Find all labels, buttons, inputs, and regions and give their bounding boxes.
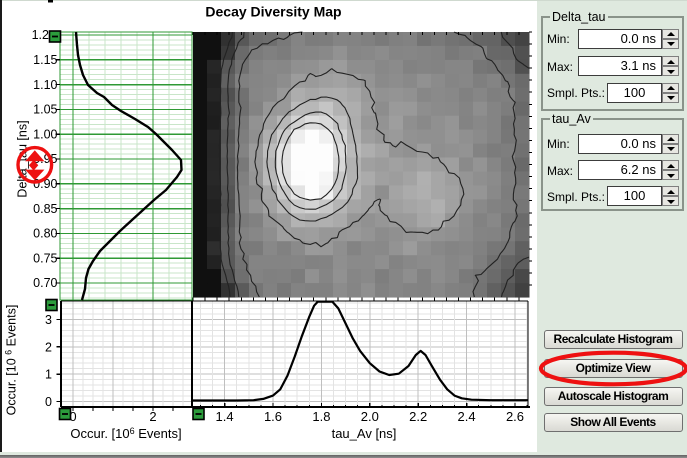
svg-text:2.2: 2.2 bbox=[409, 409, 427, 424]
svg-text:1.2: 1.2 bbox=[32, 28, 49, 42]
svg-text:1.4: 1.4 bbox=[216, 409, 234, 424]
svg-text:3: 3 bbox=[45, 313, 52, 327]
svg-text:1.00: 1.00 bbox=[33, 127, 57, 141]
svg-text:Occur. [106 Events]: Occur. [106 Events] bbox=[70, 426, 181, 441]
svg-text:0: 0 bbox=[45, 395, 52, 409]
svg-text:2.6: 2.6 bbox=[506, 409, 524, 424]
svg-text:tau_Av [ns]: tau_Av [ns] bbox=[332, 426, 397, 441]
svg-text:2: 2 bbox=[45, 340, 52, 354]
svg-text:1: 1 bbox=[45, 368, 52, 382]
svg-text:0.85: 0.85 bbox=[33, 202, 57, 216]
svg-text:1.15: 1.15 bbox=[33, 53, 57, 67]
svg-text:Decay Diversity Map: Decay Diversity Map bbox=[205, 4, 341, 20]
svg-text:1.6: 1.6 bbox=[264, 409, 282, 424]
svg-text:2: 2 bbox=[149, 409, 156, 424]
svg-text:0: 0 bbox=[69, 409, 76, 424]
svg-text:1.8: 1.8 bbox=[312, 409, 330, 424]
svg-text:2.0: 2.0 bbox=[361, 409, 379, 424]
svg-text:1.05: 1.05 bbox=[33, 103, 57, 117]
svg-text:0.70: 0.70 bbox=[33, 276, 57, 290]
svg-text:1.10: 1.10 bbox=[33, 78, 57, 92]
svg-text:2.4: 2.4 bbox=[458, 409, 476, 424]
svg-text:Occur. [10 6 Events]: Occur. [10 6 Events] bbox=[4, 305, 19, 416]
svg-text:0.80: 0.80 bbox=[33, 227, 57, 241]
svg-text:0.75: 0.75 bbox=[33, 251, 57, 265]
